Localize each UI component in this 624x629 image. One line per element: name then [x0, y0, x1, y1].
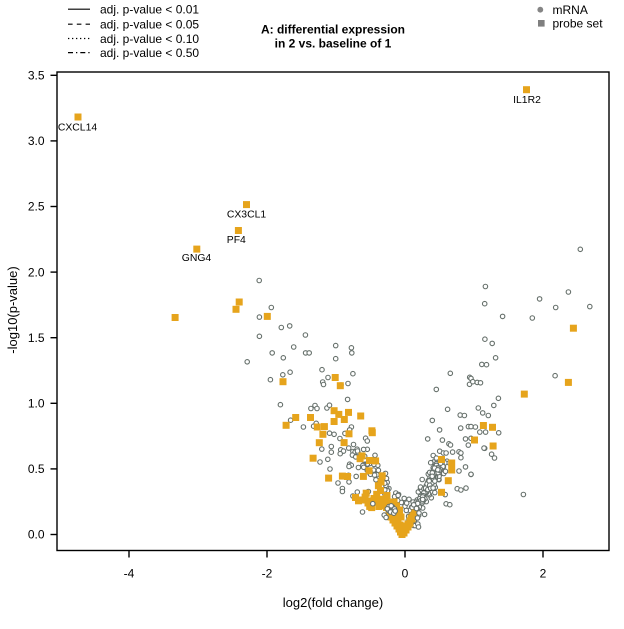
- svg-text:1.5: 1.5: [28, 331, 45, 345]
- svg-text:1.0: 1.0: [28, 397, 45, 411]
- svg-text:CX3CL1: CX3CL1: [227, 210, 266, 221]
- svg-text:adj. p-value < 0.10: adj. p-value < 0.10: [100, 32, 199, 46]
- svg-text:0: 0: [402, 567, 409, 581]
- svg-text:CXCL14: CXCL14: [58, 123, 97, 134]
- svg-text:A: differential expression: A: differential expression: [261, 23, 405, 37]
- svg-text:0.5: 0.5: [28, 462, 45, 476]
- svg-text:2.0: 2.0: [28, 265, 45, 279]
- svg-text:adj. p-value < 0.05: adj. p-value < 0.05: [100, 18, 199, 32]
- svg-text:PF4: PF4: [227, 235, 246, 246]
- svg-text:in 2 vs. baseline of 1: in 2 vs. baseline of 1: [275, 37, 392, 51]
- svg-text:mRNA: mRNA: [553, 3, 588, 17]
- svg-text:IL1R2: IL1R2: [513, 95, 541, 106]
- svg-text:probe set: probe set: [553, 17, 604, 31]
- svg-text:adj. p-value < 0.01: adj. p-value < 0.01: [100, 3, 199, 17]
- svg-text:-2: -2: [262, 567, 273, 581]
- svg-text:2.5: 2.5: [28, 200, 45, 214]
- svg-text:adj. p-value < 0.50: adj. p-value < 0.50: [100, 46, 199, 60]
- svg-text:-4: -4: [124, 567, 135, 581]
- svg-text:3.0: 3.0: [28, 134, 45, 148]
- svg-text:log2(fold change): log2(fold change): [283, 595, 383, 610]
- svg-text:0.0: 0.0: [28, 528, 45, 542]
- svg-text:GNG4: GNG4: [182, 253, 212, 264]
- svg-text:3.5: 3.5: [28, 69, 45, 83]
- svg-text:-log10(p-value): -log10(p-value): [5, 266, 20, 353]
- svg-text:2: 2: [540, 567, 547, 581]
